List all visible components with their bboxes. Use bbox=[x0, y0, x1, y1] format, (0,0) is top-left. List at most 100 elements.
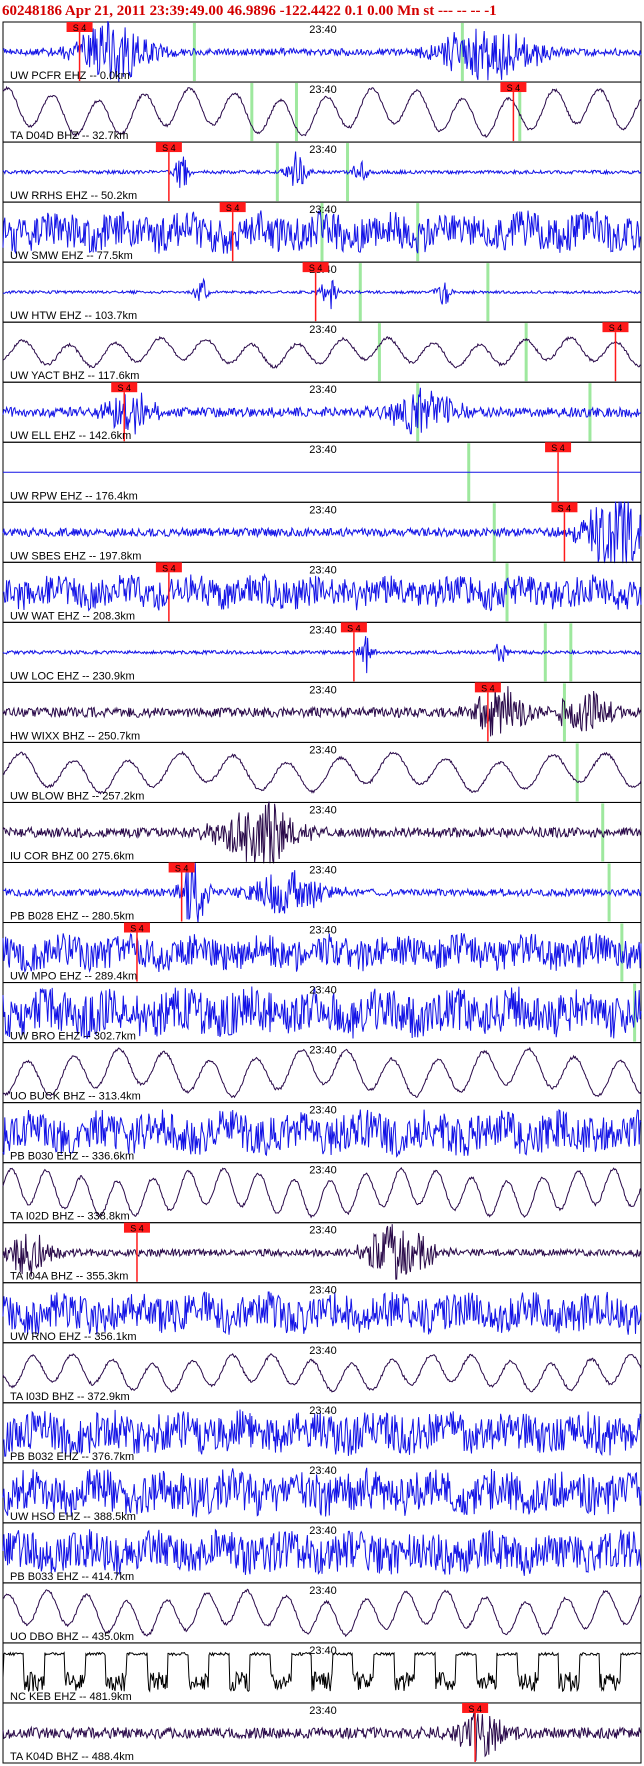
waveform bbox=[2, 277, 642, 310]
station-label: UW HTW EHZ -- 103.7km bbox=[10, 310, 137, 322]
time-marker-label: 23:40 bbox=[309, 1045, 337, 1057]
phase-marker bbox=[460, 23, 464, 82]
time-marker-label: 23:40 bbox=[309, 1345, 337, 1357]
station-label: NC KEB EHZ -- 481.9km bbox=[10, 1691, 132, 1703]
phase-marker bbox=[377, 323, 381, 382]
pick-label: S 4 bbox=[130, 924, 144, 934]
pick-label: S 4 bbox=[481, 683, 495, 693]
time-marker-label: 23:40 bbox=[309, 864, 337, 876]
pick-label: S 4 bbox=[175, 863, 189, 873]
time-marker-label: 23:40 bbox=[309, 744, 337, 756]
waveform bbox=[2, 986, 642, 1039]
station-label: UW RRHS EHZ -- 50.2km bbox=[10, 190, 137, 202]
waveform bbox=[2, 85, 642, 139]
time-marker-label: 23:40 bbox=[309, 204, 337, 216]
pick-flag bbox=[123, 922, 150, 933]
waveform bbox=[2, 1224, 642, 1280]
time-marker-label: 23:40 bbox=[309, 564, 337, 576]
station-label: UW RNO EHZ -- 356.1km bbox=[10, 1331, 137, 1343]
time-marker-label: 23:40 bbox=[309, 985, 337, 997]
time-marker-label: 23:40 bbox=[309, 84, 337, 96]
waveform bbox=[2, 932, 642, 974]
time-marker-label: 23:40 bbox=[309, 324, 337, 336]
station-label: UW BLOW BHZ -- 257.2km bbox=[10, 790, 144, 802]
pick-label: S 4 bbox=[309, 263, 323, 273]
station-label: UW SMW EHZ -- 77.5km bbox=[10, 250, 133, 262]
time-marker-label: 23:40 bbox=[309, 1525, 337, 1537]
station-label: UW PCFR EHZ -- 0.0km bbox=[10, 70, 130, 82]
pick-label: S 4 bbox=[130, 1224, 144, 1234]
pick-label: S 4 bbox=[73, 23, 87, 33]
waveform bbox=[2, 210, 642, 255]
pick-flag bbox=[340, 622, 367, 633]
station-label: TA I04A BHZ -- 355.3km bbox=[10, 1271, 128, 1283]
pick-label: S 4 bbox=[558, 503, 572, 513]
station-label: UW WAT EHZ -- 208.3km bbox=[10, 610, 135, 622]
pick-label: S 4 bbox=[468, 1704, 482, 1714]
phase-marker bbox=[192, 23, 196, 82]
phase-marker bbox=[275, 143, 279, 202]
waveform bbox=[2, 1409, 642, 1457]
station-label: TA K04D BHZ -- 488.4km bbox=[10, 1751, 134, 1763]
phase-marker bbox=[518, 83, 522, 142]
pick-flag bbox=[155, 142, 182, 153]
station-label: TA I02D BHZ -- 338.8km bbox=[10, 1211, 130, 1223]
station-label: TA D04D BHZ -- 32.7km bbox=[10, 130, 128, 142]
pick-label: S 4 bbox=[347, 623, 361, 633]
waveform bbox=[2, 151, 642, 188]
waveform bbox=[2, 1108, 642, 1158]
station-label: UO DBO BHZ -- 435.0km bbox=[10, 1631, 134, 1643]
pick-label: S 4 bbox=[609, 323, 623, 333]
pick-flag bbox=[111, 382, 138, 393]
phase-marker bbox=[505, 563, 509, 622]
time-marker-label: 23:40 bbox=[309, 1405, 337, 1417]
time-marker-label: 23:40 bbox=[309, 384, 337, 396]
phase-marker bbox=[346, 143, 350, 202]
time-marker-label: 23:40 bbox=[309, 1585, 337, 1597]
time-marker-label: 23:40 bbox=[309, 1705, 337, 1717]
station-label: UO BUCK BHZ -- 313.4km bbox=[10, 1091, 141, 1103]
phase-marker bbox=[294, 83, 298, 142]
time-marker-label: 23:40 bbox=[309, 504, 337, 516]
station-label: UW SBES EHZ -- 197.8km bbox=[10, 550, 141, 562]
station-label: PB B028 EHZ -- 280.5km bbox=[10, 911, 134, 923]
phase-marker bbox=[492, 503, 496, 562]
station-label: IU COR BHZ 00 275.6km bbox=[10, 850, 134, 862]
waveform bbox=[2, 750, 642, 795]
waveform bbox=[2, 1352, 642, 1393]
waveform bbox=[2, 335, 642, 369]
time-marker-label: 23:40 bbox=[309, 804, 337, 816]
station-label: UW ELL EHZ -- 142.6km bbox=[10, 430, 131, 442]
waveform bbox=[2, 1166, 642, 1219]
pick-label: S 4 bbox=[507, 83, 521, 93]
phase-marker bbox=[575, 743, 579, 802]
time-marker-label: 23:40 bbox=[309, 1645, 337, 1657]
waveform bbox=[2, 686, 642, 737]
station-label: UW MPO EHZ -- 289.4km bbox=[10, 971, 137, 983]
waveform bbox=[2, 801, 642, 864]
pick-label: S 4 bbox=[226, 203, 240, 213]
time-marker-label: 23:40 bbox=[309, 444, 337, 456]
waveform bbox=[2, 501, 642, 564]
station-label: UW HSO EHZ -- 388.5km bbox=[10, 1511, 136, 1523]
pick-flag bbox=[474, 682, 501, 693]
station-label: TA I03D BHZ -- 372.9km bbox=[10, 1391, 130, 1403]
station-label: UW YACT BHZ -- 117.6km bbox=[10, 370, 139, 382]
pick-flag bbox=[168, 862, 195, 873]
pick-flag bbox=[123, 1222, 150, 1233]
waveform bbox=[2, 1467, 642, 1518]
station-label: HW WIXX BHZ -- 250.7km bbox=[10, 730, 140, 742]
pick-flag bbox=[545, 442, 572, 453]
waveform bbox=[2, 1711, 642, 1761]
waveform bbox=[2, 573, 642, 612]
waveform bbox=[2, 1651, 642, 1693]
pick-label: S 4 bbox=[162, 143, 176, 153]
time-marker-label: 23:40 bbox=[309, 1105, 337, 1117]
pick-flag bbox=[551, 502, 578, 513]
waveform bbox=[2, 1046, 642, 1099]
time-marker-label: 23:40 bbox=[309, 1285, 337, 1297]
phase-marker bbox=[620, 923, 624, 982]
time-marker-label: 23:40 bbox=[309, 1225, 337, 1237]
pick-flag bbox=[302, 262, 329, 273]
